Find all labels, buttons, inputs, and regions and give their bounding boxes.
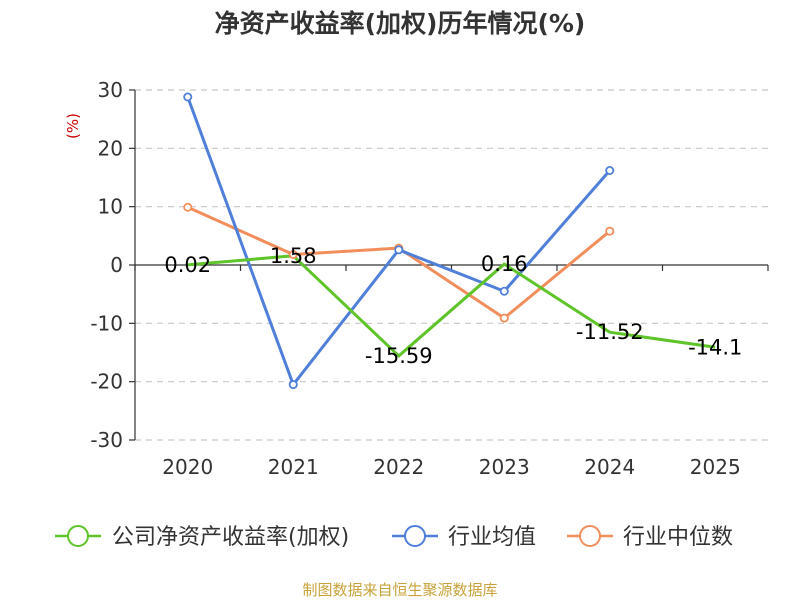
data-label: -11.52 [576,320,644,344]
y-tick-label: -30 [90,428,123,452]
series-line [187,205,611,320]
data-point [183,202,193,212]
source-note: 制图数据来自恒生聚源数据库 [302,581,498,599]
x-tick-label: 2022 [373,455,424,479]
data-label: 0.02 [164,253,211,277]
series-line [186,96,611,387]
x-tick-label: 2023 [479,455,530,479]
x-tick-label: 2020 [162,455,213,479]
data-label: -15.59 [365,344,433,368]
data-label: -14.1 [688,335,742,359]
data-label: 1.58 [270,244,317,268]
x-tick-label: 2025 [690,455,741,479]
legend-swatch-marker [579,525,601,547]
y-tick-label: -10 [90,311,123,335]
axes: 30 20 10 0 -10 -20 -30 2020 2021 2022 2023 2024 2025… [64,78,769,479]
y-tick-label: 0 [110,253,123,277]
series-line [187,254,716,358]
y-tick-label: 20 [98,136,123,160]
data-point [605,226,615,236]
x-tick-label: 2024 [584,455,635,479]
data-point [288,380,298,390]
data-label: 0.16 [481,252,528,276]
legend-label: 行业均值 [448,525,536,550]
chart-title: 净资产收益率(加权)历年情况(%) [214,9,586,38]
legend: 公司净资产收益率(加权) 行业均值 行业中位数 [55,525,733,550]
data-point [288,249,298,259]
data-point [183,92,193,102]
data-point [499,313,509,323]
x-tick-label: 2021 [268,455,319,479]
y-tick-label: 10 [98,195,123,219]
legend-label: 公司净资产收益率(加权) [112,525,349,550]
legend-swatch-marker [404,525,426,547]
y-tick-label: 30 [98,78,123,102]
legend-swatch-marker [67,525,89,547]
data-point [394,245,404,255]
legend-label: 行业中位数 [623,525,733,550]
series-markers [183,92,615,390]
data-point [605,165,615,175]
y-axis-title: (%) [64,113,82,139]
y-tick-label: -20 [90,370,123,394]
data-labels: 0.02 1.58 -15.59 0.16 -11.52 -14.1 [164,244,742,368]
data-point [499,286,509,296]
